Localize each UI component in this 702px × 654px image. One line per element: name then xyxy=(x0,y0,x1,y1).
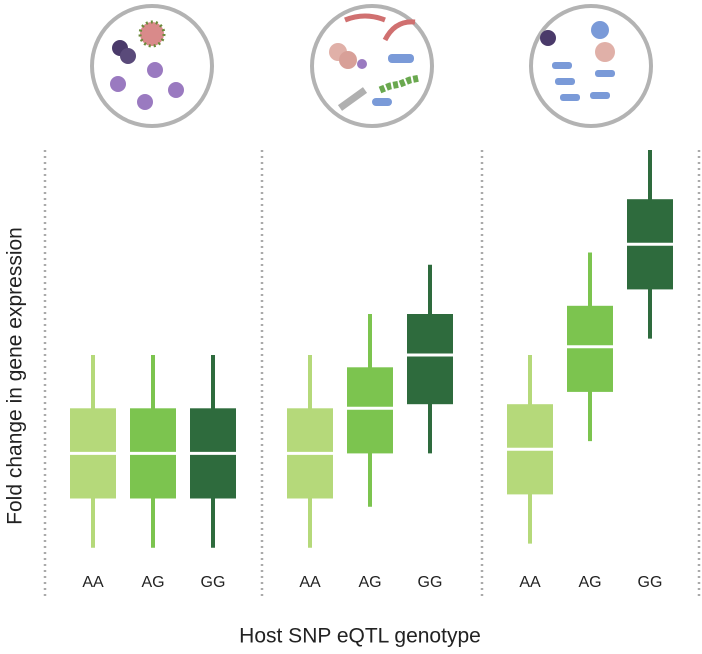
icon-single-microbe xyxy=(90,4,214,128)
x-tick-label: AA xyxy=(82,574,104,591)
x-tick-label: AA xyxy=(519,574,541,591)
x-tick-label: AG xyxy=(578,574,601,591)
x-tick-label: GG xyxy=(201,574,226,591)
box xyxy=(407,314,453,405)
x-tick-label: AG xyxy=(358,574,381,591)
x-tick-label: AA xyxy=(299,574,321,591)
icon-diverse-community xyxy=(310,4,434,128)
icon-bacterial-community xyxy=(529,4,653,128)
y-axis-title: Fold change in gene expression xyxy=(4,227,27,525)
x-axis-title: Host SNP eQTL genotype xyxy=(239,625,481,648)
x-tick-label: GG xyxy=(418,574,443,591)
box xyxy=(347,367,393,454)
box xyxy=(567,305,613,392)
x-tick-label: AG xyxy=(141,574,164,591)
x-tick-label: GG xyxy=(638,574,663,591)
